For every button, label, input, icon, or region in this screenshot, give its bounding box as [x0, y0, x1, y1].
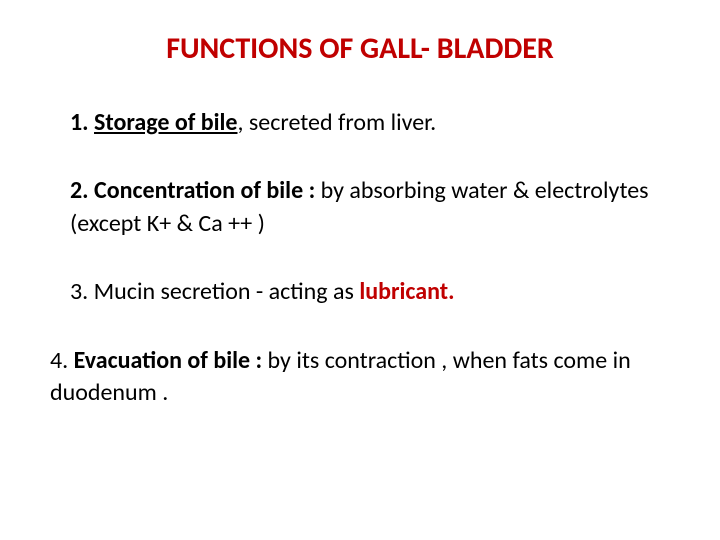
- list-item: 2. Concentration of bile : by absorbing …: [40, 175, 680, 240]
- item-tail: , secreted from liver.: [238, 108, 437, 137]
- list-item: 3. Mucin secretion - acting as lubricant…: [40, 276, 680, 308]
- item-number: 4.: [50, 346, 68, 375]
- item-lead: Evacuation of bile :: [68, 346, 262, 375]
- item-number: 2.: [70, 176, 89, 205]
- list-item: 4. Evacuation of bile : by its contracti…: [40, 345, 680, 410]
- item-number: 1.: [70, 108, 89, 137]
- item-lead: Concentration of bile :: [94, 176, 321, 205]
- item-lead: Storage of bile: [94, 108, 237, 137]
- item-number: 3.: [70, 277, 88, 306]
- slide-title: FUNCTIONS OF GALL- BLADDER: [40, 30, 680, 67]
- list-item: 1. Storage of bile, secreted from liver.: [40, 107, 680, 139]
- item-pre: Mucin secretion - acting as: [88, 277, 359, 306]
- title-text: FUNCTIONS OF GALL- BLADDER: [166, 30, 554, 67]
- item-accent: lubricant.: [359, 277, 454, 306]
